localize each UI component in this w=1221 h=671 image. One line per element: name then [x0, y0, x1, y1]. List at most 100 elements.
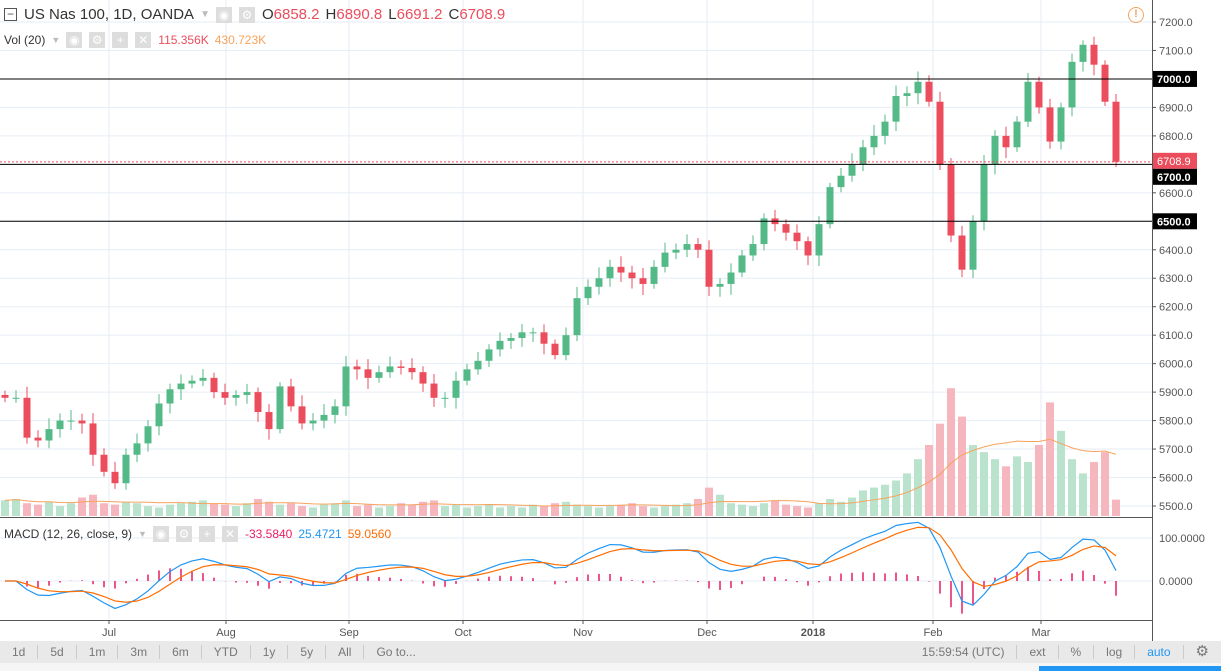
plus-icon[interactable]: + — [198, 526, 215, 542]
volume-bar — [958, 416, 966, 516]
volume-bar — [727, 503, 735, 516]
volume-bar — [166, 504, 174, 516]
candle — [760, 218, 768, 245]
candle — [925, 81, 933, 102]
candle — [1, 394, 9, 398]
macd-label[interactable]: MACD (12, 26, close, 9) — [4, 527, 133, 541]
range-1d[interactable]: 1d — [0, 645, 39, 659]
price-tick-label: 6600.0 — [1159, 188, 1193, 200]
dropdown-icon[interactable]: ▼ — [138, 529, 147, 539]
volume-bar — [1068, 459, 1076, 516]
range-ytd[interactable]: YTD — [202, 645, 251, 659]
volume-bar — [1046, 402, 1054, 516]
symbol-title[interactable]: US Nas 100, 1D, OANDA — [24, 6, 195, 23]
volume-bar — [397, 503, 405, 516]
volume-bar — [199, 500, 207, 516]
candle — [23, 397, 31, 438]
volume-bar — [1, 500, 9, 516]
volume-bar — [463, 507, 471, 516]
footer-tab[interactable] — [1039, 666, 1221, 671]
macd-tick-label: 100.0000 — [1159, 533, 1205, 545]
date-label: Sep — [339, 627, 359, 639]
volume-bar — [331, 503, 339, 516]
gear-icon[interactable]: ⚙ — [175, 526, 192, 542]
price-chart[interactable]: 7200.0 7100.0 6900.0 6800.0 6600.0 6400.0 6300… — [0, 0, 1221, 641]
candle — [364, 369, 372, 378]
volume-ma-value: 430.723K — [214, 33, 267, 47]
price-level-label: 6500.0 — [1157, 216, 1191, 228]
candle — [815, 224, 823, 256]
auto-toggle[interactable]: auto — [1135, 645, 1184, 659]
volume-bar — [738, 504, 746, 516]
candle — [727, 272, 735, 284]
eye-icon[interactable]: ◉ — [152, 526, 169, 542]
candle — [331, 406, 339, 415]
gear-icon[interactable]: ⚙ — [238, 6, 255, 23]
volume-bar — [1101, 452, 1109, 516]
volume-bar — [419, 501, 427, 516]
range-6m[interactable]: 6m — [160, 645, 202, 659]
goto-button[interactable]: Go to... — [376, 645, 416, 659]
candle — [320, 414, 328, 421]
eye-icon[interactable]: ◉ — [66, 32, 83, 48]
close-icon[interactable]: ✕ — [135, 32, 152, 48]
volume-bar — [1090, 462, 1098, 516]
alert-icon[interactable]: ! — [1128, 7, 1144, 23]
candle — [529, 332, 537, 334]
candle — [342, 366, 350, 407]
volume-bar — [683, 503, 691, 516]
price-tick-label: 6200.0 — [1159, 302, 1193, 314]
candle — [1013, 121, 1021, 148]
candle — [375, 372, 383, 378]
candle — [936, 101, 944, 165]
candle — [628, 272, 636, 279]
volume-bar — [34, 504, 42, 516]
price-level-badge — [1153, 70, 1197, 87]
candle — [1090, 44, 1098, 65]
range-all[interactable]: All — [326, 645, 365, 659]
candle — [45, 429, 53, 441]
gear-icon[interactable]: ⚙ — [89, 32, 106, 48]
volume-bar — [364, 504, 372, 516]
eye-icon[interactable]: ◉ — [215, 6, 232, 23]
ext-toggle[interactable]: ext — [1017, 645, 1059, 659]
candle — [683, 244, 691, 250]
price-tick-label: 5500.0 — [1159, 501, 1193, 513]
candle — [749, 244, 757, 256]
dropdown-icon[interactable]: ▼ — [51, 35, 61, 45]
signal-value: 59.0560 — [347, 527, 392, 541]
candle — [826, 187, 834, 225]
close-icon[interactable]: ✕ — [221, 526, 238, 542]
price-tick-label: 6400.0 — [1159, 245, 1193, 257]
macd-legend: MACD (12, 26, close, 9) ▼ ◉ ⚙ + ✕ -33.5840 … — [4, 526, 391, 542]
volume-bar — [133, 503, 141, 516]
date-label: Mar — [1032, 627, 1051, 639]
candle — [199, 377, 207, 381]
volume-bar — [518, 507, 526, 516]
range-5d[interactable]: 5d — [38, 645, 77, 659]
candle — [606, 266, 614, 279]
candle — [881, 121, 889, 136]
volume-bar — [969, 445, 977, 516]
volume-bar — [716, 494, 724, 516]
settings-gear-icon[interactable]: ⚙ — [1195, 643, 1209, 660]
volume-bar — [496, 507, 504, 516]
plus-icon[interactable]: + — [112, 32, 129, 48]
candle — [672, 249, 680, 253]
volume-label[interactable]: Vol (20) — [4, 33, 46, 47]
candle — [474, 360, 482, 370]
volume-ma-line — [4, 438, 1117, 507]
range-1y[interactable]: 1y — [251, 645, 289, 659]
dropdown-icon[interactable]: ▼ — [200, 9, 210, 20]
range-5y[interactable]: 5y — [288, 645, 327, 659]
volume-bar — [881, 484, 889, 516]
date-label: Nov — [573, 627, 593, 639]
log-toggle[interactable]: log — [1094, 645, 1136, 659]
last-price-badge — [1153, 152, 1197, 169]
percent-toggle[interactable]: % — [1059, 645, 1095, 659]
volume-bar — [1057, 430, 1065, 516]
collapse-icon[interactable]: − — [4, 8, 17, 21]
candle — [595, 278, 603, 287]
range-1m[interactable]: 1m — [77, 645, 119, 659]
range-3m[interactable]: 3m — [118, 645, 161, 659]
